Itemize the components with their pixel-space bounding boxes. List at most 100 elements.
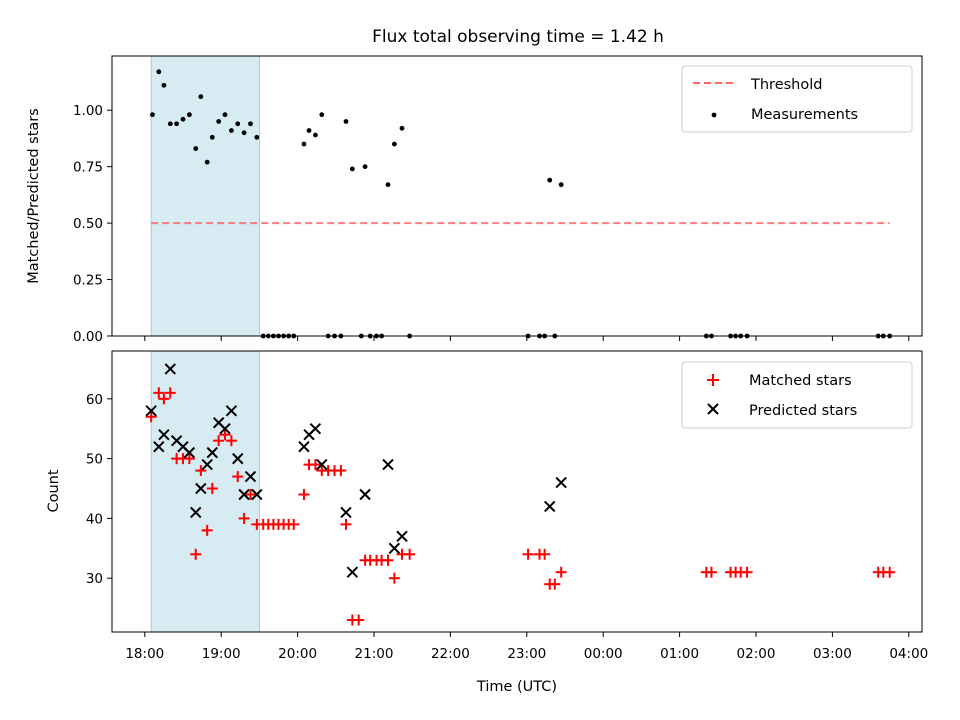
predicted-star-stroke-b — [201, 458, 213, 471]
predicted-star-stroke-b — [298, 440, 310, 453]
predicted-star-stroke-b — [244, 470, 257, 483]
matched-star-point — [219, 429, 231, 441]
predicted-star-point — [225, 405, 238, 417]
matched-star-point — [549, 578, 561, 590]
predicted-star-stroke-b — [238, 488, 250, 501]
matched-star-point — [539, 548, 551, 560]
matched-star-point — [382, 554, 394, 566]
predicted-star-stroke-b — [195, 482, 207, 495]
predicted-star-point — [232, 452, 244, 465]
x-tick-label: 18:00 — [125, 646, 164, 662]
predicted-star-point — [316, 458, 328, 471]
predicted-star-point — [555, 476, 567, 489]
predicted-star-point — [309, 423, 322, 435]
predicted-star-point — [251, 488, 263, 501]
predicted-star-point — [164, 363, 176, 375]
predicted-star-stroke-b — [396, 530, 408, 543]
predicted-star-point — [346, 566, 359, 578]
measurement-point — [235, 121, 241, 127]
predicted-star-stroke-b — [145, 405, 157, 417]
measurement-point — [174, 121, 180, 127]
predicted-star-stroke-b — [309, 423, 322, 435]
predicted-star-point — [382, 458, 394, 471]
legend-matched-label: Matched stars — [749, 373, 852, 389]
matched-star-point — [340, 518, 352, 530]
bottom-legend-box — [681, 361, 913, 429]
measurement-point — [362, 164, 368, 170]
measurement-point — [167, 121, 173, 127]
predicted-star-stroke-b — [382, 458, 394, 471]
measurement-point — [241, 130, 247, 136]
matched-star-point — [145, 411, 157, 423]
measurement-point — [216, 119, 222, 124]
y-tick-label: 30 — [86, 571, 103, 587]
predicted-star-point — [388, 542, 401, 555]
predicted-star-stroke-b — [212, 417, 225, 429]
matched-star-point — [232, 471, 244, 483]
measurement-point — [558, 182, 564, 188]
measurement-point — [547, 177, 553, 183]
measurement-point — [391, 141, 397, 147]
matched-star-point — [309, 459, 321, 471]
x-tick-label: 04:00 — [889, 646, 928, 662]
bottom-x-axis-ticks: 18:00 19:00 20:00 21:00 22:00 23:00 00:00 01:00… — [125, 632, 928, 662]
predicted-star-point — [244, 470, 257, 483]
matched-star-point — [195, 465, 207, 477]
matched-star-point — [213, 435, 225, 447]
matched-star-point — [298, 488, 310, 500]
measurement-point — [254, 134, 260, 140]
bottom-y-axis-ticks: 30 40 50 60 — [86, 392, 112, 587]
x-tick-label: 01:00 — [660, 646, 699, 662]
measurement-point — [161, 82, 167, 88]
x-tick-label: 19:00 — [202, 646, 241, 662]
matched-star-point — [705, 566, 717, 578]
predicted-star-point — [298, 440, 310, 453]
predicted-star-point — [153, 440, 165, 453]
measurement-point — [313, 132, 318, 138]
legend-matched-swatch — [707, 374, 719, 386]
y-tick-label: 40 — [86, 511, 103, 527]
matched-star-point — [884, 566, 896, 578]
matched-star-point — [404, 548, 416, 560]
y-tick-label: 1.00 — [73, 103, 103, 119]
matched-star-point — [335, 465, 347, 477]
y-tick-label: 0.50 — [73, 216, 103, 232]
measurement-point — [301, 141, 307, 147]
matched-star-point — [288, 518, 300, 530]
x-tick-label: 22:00 — [431, 646, 470, 662]
predicted-star-stroke-b — [232, 452, 244, 465]
matched-star-point — [183, 453, 195, 465]
legend-threshold-label: Threshold — [750, 77, 822, 93]
matched-star-point — [153, 387, 165, 399]
measurement-point — [156, 69, 162, 75]
predicted-star-point — [544, 500, 556, 513]
predicted-star-point — [219, 423, 231, 435]
top-x-axis-ticks — [144, 336, 910, 341]
predicted-star-stroke-b — [183, 446, 196, 459]
top-y-axis-ticks: 0.00 0.25 0.50 0.75 1.00 — [73, 103, 112, 345]
matched-star-point — [555, 566, 567, 578]
matched-star-point — [238, 512, 250, 524]
x-tick-label: 23:00 — [507, 646, 546, 662]
top-y-axis-label: Matched/Predicted stars — [26, 108, 42, 284]
matched-star-point — [244, 488, 256, 500]
predicted-star-point — [190, 506, 202, 519]
measurement-point — [198, 94, 204, 100]
x-tick-label: 02:00 — [737, 646, 776, 662]
measurement-point — [343, 119, 349, 124]
predicted-star-point — [195, 482, 207, 495]
matched-star-point — [388, 572, 400, 584]
bottom-panel: 30 40 50 60 18:00 19:00 20:00 21:00 22:00 23:00 0… — [46, 350, 928, 695]
bottom-axes-frame — [111, 350, 923, 633]
matched-star-point — [225, 435, 237, 447]
predicted-star-stroke-b — [359, 488, 371, 501]
predicted-star-stroke-b — [206, 446, 218, 459]
predicted-star-stroke-b — [158, 428, 170, 441]
predicted-star-stroke-b — [153, 440, 165, 453]
top-axes-frame — [111, 55, 923, 337]
predicted-star-stroke-b — [164, 363, 176, 375]
legend-measurements-swatch — [711, 112, 717, 118]
measurement-point — [399, 125, 405, 131]
predicted-star-point — [201, 458, 213, 471]
measurement-point — [228, 128, 234, 133]
